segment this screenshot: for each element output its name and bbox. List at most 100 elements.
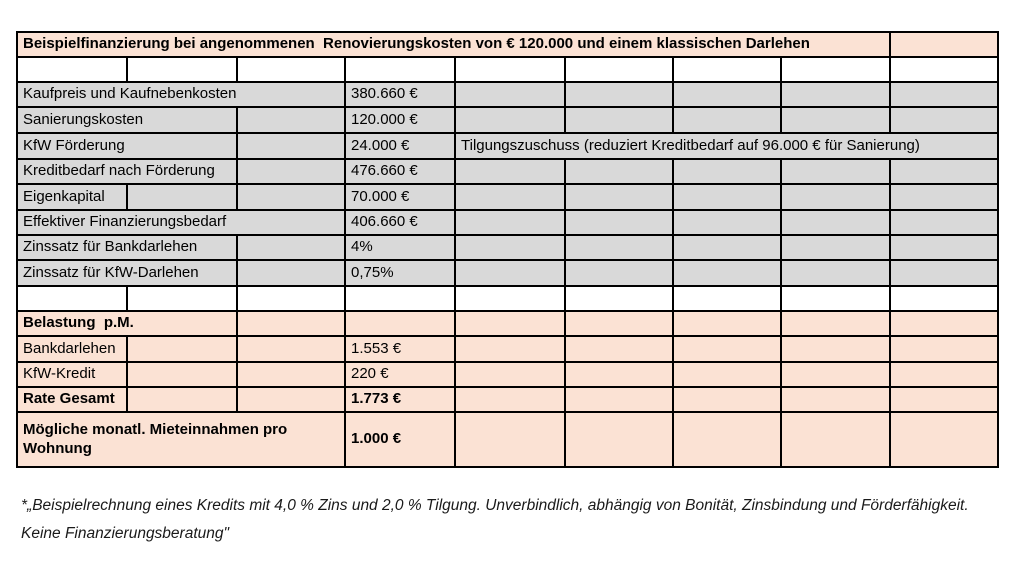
- empty-cell: [236, 285, 346, 312]
- empty-cell: [236, 361, 346, 388]
- footnote-line-1: *„Beispielrechnung eines Kredits mit 4,0…: [21, 497, 969, 514]
- empty-cell: [672, 386, 782, 413]
- empty-cell: [454, 411, 566, 468]
- empty-cell: [672, 411, 782, 468]
- label-cell: Eigenkapital: [16, 183, 128, 211]
- value-cell: 1.773 €: [344, 386, 456, 413]
- empty-cell: [889, 411, 999, 468]
- empty-cell: [126, 285, 238, 312]
- empty-cell: [454, 183, 566, 211]
- empty-cell: [236, 56, 346, 83]
- empty-cell: [564, 183, 674, 211]
- spacer-row-middle: [16, 285, 999, 312]
- empty-cell: [564, 209, 674, 236]
- empty-cell: [344, 56, 456, 83]
- empty-cell: [889, 106, 999, 134]
- empty-cell: [889, 183, 999, 211]
- empty-cell: [564, 386, 674, 413]
- row-rate-gesamt: Rate Gesamt 1.773 €: [16, 386, 999, 413]
- row-kfw-kredit: KfW-Kredit 220 €: [16, 361, 999, 388]
- empty-cell: [126, 361, 238, 388]
- label-cell: Bankdarlehen: [16, 335, 128, 363]
- empty-cell: [889, 361, 999, 388]
- value-cell: 24.000 €: [344, 132, 456, 160]
- empty-cell: [454, 81, 566, 108]
- title-cell: Beispielfinanzierung bei angenommenen Re…: [16, 31, 891, 58]
- empty-cell: [454, 209, 566, 236]
- empty-cell: [126, 56, 238, 83]
- empty-cell: [16, 285, 128, 312]
- empty-cell: [672, 361, 782, 388]
- empty-cell: [672, 234, 782, 261]
- empty-cell: [236, 310, 346, 337]
- empty-cell: [564, 285, 674, 312]
- empty-cell: [889, 259, 999, 287]
- footnote: *„Beispielrechnung eines Kredits mit 4,0…: [21, 492, 1021, 548]
- empty-cell: [672, 209, 782, 236]
- empty-cell: [780, 361, 891, 388]
- empty-cell: [780, 183, 891, 211]
- value-cell: 220 €: [344, 361, 456, 388]
- empty-cell: [454, 56, 566, 83]
- footnote-line-2: Keine Finanzierungsberatung": [21, 525, 230, 542]
- empty-cell: [564, 335, 674, 363]
- empty-cell: [780, 209, 891, 236]
- empty-cell: [889, 335, 999, 363]
- empty-cell: [780, 81, 891, 108]
- label-cell: Kreditbedarf nach Förderung: [16, 158, 238, 185]
- empty-cell: [672, 56, 782, 83]
- value-cell: 406.660 €: [344, 209, 456, 236]
- row-sanierungskosten: Sanierungskosten 120.000 €: [16, 106, 999, 134]
- empty-cell: [126, 335, 238, 363]
- value-cell: 1.553 €: [344, 335, 456, 363]
- spacer-row-top: [16, 56, 999, 83]
- empty-cell: [672, 183, 782, 211]
- row-belastung-header: Belastung p.M.: [16, 310, 999, 337]
- row-effektiver-bedarf: Effektiver Finanzierungsbedarf 406.660 €: [16, 209, 999, 236]
- value-cell: 0,75%: [344, 259, 456, 287]
- empty-cell: [564, 310, 674, 337]
- empty-cell: [672, 81, 782, 108]
- title-row: Beispielfinanzierung bei angenommenen Re…: [16, 31, 999, 58]
- empty-cell: [889, 81, 999, 108]
- empty-cell: [454, 106, 566, 134]
- value-cell: 70.000 €: [344, 183, 456, 211]
- label-cell: Sanierungskosten: [16, 106, 238, 134]
- row-kfw-foerderung: KfW Förderung 24.000 € Tilgungszuschuss (r…: [16, 132, 999, 160]
- empty-cell: [564, 361, 674, 388]
- label-cell: KfW-Kredit: [16, 361, 128, 388]
- empty-cell: [889, 310, 999, 337]
- empty-cell: [16, 56, 128, 83]
- empty-cell: [889, 234, 999, 261]
- empty-cell: [889, 31, 999, 58]
- empty-cell: [564, 259, 674, 287]
- empty-cell: [236, 132, 346, 160]
- label-cell: Mögliche monatl. Mieteinnahmen pro Wohnu…: [16, 411, 346, 468]
- empty-cell: [672, 335, 782, 363]
- empty-cell: [236, 106, 346, 134]
- row-bankdarlehen: Bankdarlehen 1.553 €: [16, 335, 999, 363]
- empty-cell: [236, 386, 346, 413]
- label-cell: Zinssatz für Bankdarlehen: [16, 234, 238, 261]
- row-mieteinnahmen: Mögliche monatl. Mieteinnahmen pro Wohnu…: [16, 411, 999, 468]
- value-cell: 4%: [344, 234, 456, 261]
- empty-cell: [454, 259, 566, 287]
- empty-cell: [454, 361, 566, 388]
- empty-cell: [236, 335, 346, 363]
- empty-cell: [236, 234, 346, 261]
- empty-cell: [454, 234, 566, 261]
- empty-cell: [454, 310, 566, 337]
- row-kreditbedarf: Kreditbedarf nach Förderung 476.660 €: [16, 158, 999, 185]
- empty-cell: [564, 56, 674, 83]
- label-cell: Kaufpreis und Kaufnebenkosten: [16, 81, 346, 108]
- empty-cell: [672, 310, 782, 337]
- empty-cell: [889, 386, 999, 413]
- empty-cell: [780, 335, 891, 363]
- empty-cell: [564, 411, 674, 468]
- empty-cell: [564, 106, 674, 134]
- label-cell: Belastung p.M.: [16, 310, 238, 337]
- empty-cell: [780, 411, 891, 468]
- empty-cell: [889, 56, 999, 83]
- value-cell: 120.000 €: [344, 106, 456, 134]
- empty-cell: [780, 234, 891, 261]
